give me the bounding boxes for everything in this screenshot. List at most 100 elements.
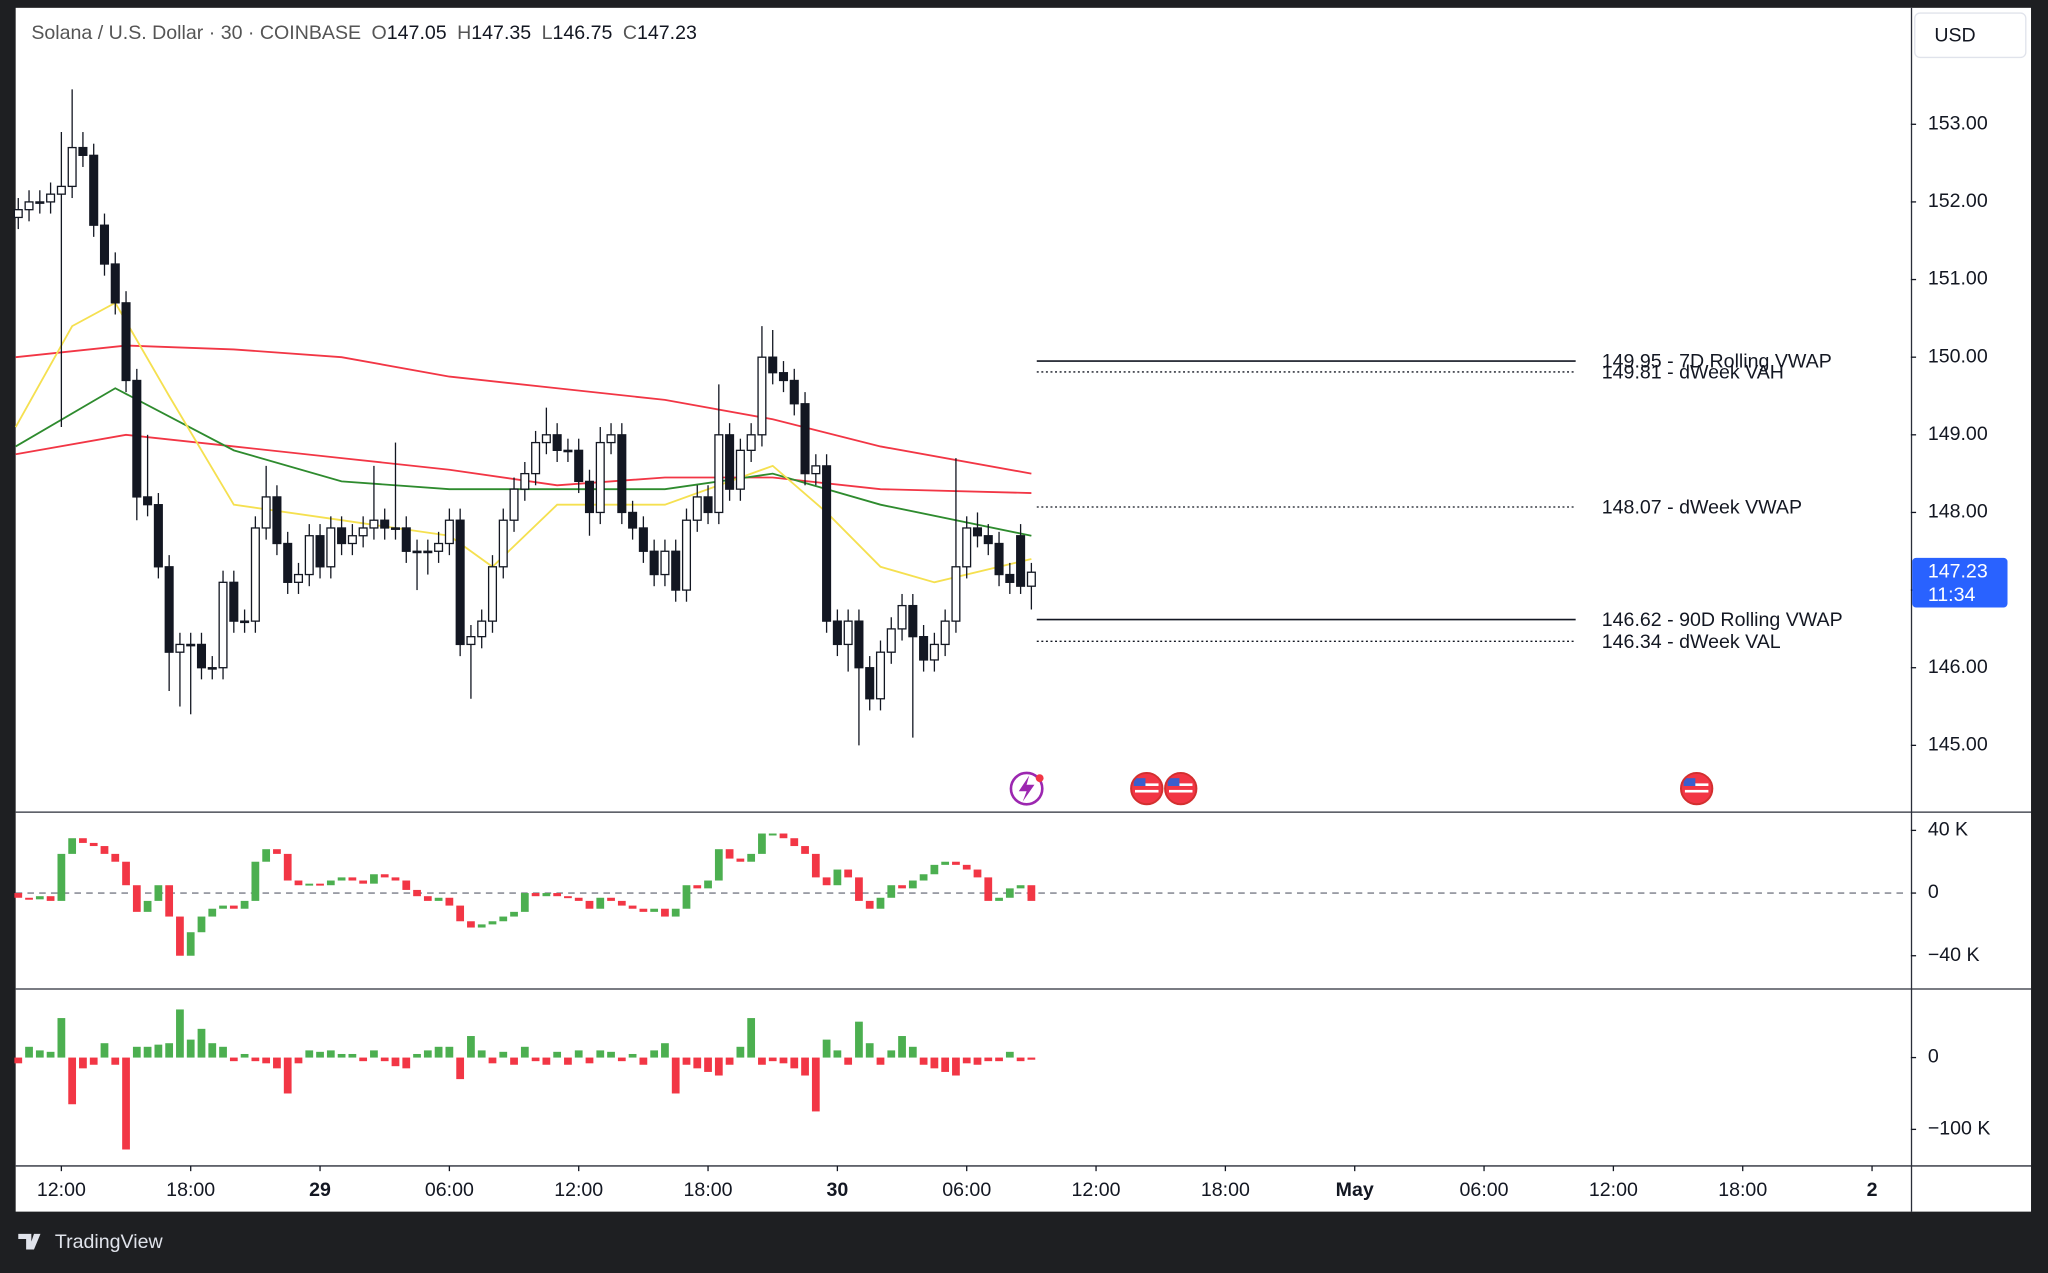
delta-bar bbox=[132, 885, 141, 912]
histogram-bar bbox=[725, 1057, 734, 1065]
delta-bar bbox=[833, 869, 842, 886]
candle-body bbox=[681, 519, 692, 591]
histogram-bar bbox=[132, 1046, 141, 1058]
candle-body bbox=[919, 636, 929, 661]
candle-body bbox=[714, 434, 724, 514]
histogram-bar bbox=[46, 1051, 55, 1058]
currency-button[interactable] bbox=[1914, 12, 2027, 59]
y-tick-label: 0 bbox=[1928, 1046, 1939, 1068]
delta-bar bbox=[100, 846, 109, 854]
histogram-bar bbox=[14, 1057, 23, 1064]
event-dot bbox=[1035, 774, 1044, 783]
histogram-bar bbox=[520, 1046, 529, 1058]
delta-bar bbox=[768, 833, 777, 836]
histogram-bar bbox=[736, 1046, 745, 1058]
histogram-bar bbox=[294, 1057, 303, 1064]
level-label: 149.81 - dWeek VAH bbox=[1602, 361, 1784, 383]
delta-bar bbox=[176, 916, 184, 956]
histogram-bar bbox=[768, 1057, 777, 1062]
candle-body bbox=[487, 566, 498, 622]
delta-bar bbox=[316, 883, 324, 886]
candle-body bbox=[412, 550, 422, 554]
delta-bar bbox=[46, 896, 55, 901]
histogram-bar bbox=[402, 1057, 411, 1069]
ohlc-key: L bbox=[542, 22, 553, 44]
histogram-bar bbox=[844, 1057, 853, 1065]
candle-body bbox=[811, 465, 821, 475]
candle-body bbox=[326, 527, 336, 568]
candle-body bbox=[886, 628, 896, 653]
delta-bar bbox=[747, 853, 756, 862]
delta-bar bbox=[35, 896, 44, 900]
delta-bar bbox=[488, 921, 497, 925]
histogram-bar bbox=[273, 1057, 281, 1069]
candle-body bbox=[46, 193, 56, 203]
brand: TradingView bbox=[18, 1231, 163, 1253]
delta-bar bbox=[456, 905, 465, 922]
histogram-bar bbox=[908, 1046, 917, 1058]
histogram-bar bbox=[704, 1057, 712, 1072]
histogram-bar bbox=[445, 1046, 454, 1058]
candle-body bbox=[347, 535, 357, 545]
histogram-bar bbox=[348, 1053, 357, 1058]
ohlc-value: 147.23 bbox=[637, 22, 697, 44]
candle-body bbox=[671, 550, 681, 591]
candle-body bbox=[552, 434, 562, 451]
candle-body bbox=[89, 154, 99, 226]
chart-area bbox=[15, 7, 2032, 1212]
candle-body bbox=[951, 566, 961, 622]
delta-bar bbox=[305, 883, 314, 886]
histogram-bar bbox=[585, 1057, 594, 1064]
candle-body bbox=[509, 488, 519, 521]
candle-body bbox=[358, 527, 368, 537]
flag-icon[interactable] bbox=[1130, 771, 1164, 806]
delta-bar bbox=[477, 924, 486, 928]
candle-body bbox=[261, 496, 271, 529]
candle-body bbox=[531, 441, 541, 475]
delta-bar bbox=[952, 861, 960, 865]
flag-icon[interactable] bbox=[1164, 771, 1198, 806]
ohlc-value: 146.75 bbox=[553, 22, 613, 44]
histogram-bar bbox=[143, 1046, 152, 1058]
delta-bar bbox=[337, 877, 346, 881]
histogram-bar bbox=[714, 1057, 723, 1076]
delta-bar bbox=[607, 897, 615, 901]
delta-bar bbox=[822, 877, 831, 886]
delta-bar bbox=[930, 864, 939, 875]
histogram-bar bbox=[876, 1057, 885, 1065]
candle-body bbox=[908, 604, 918, 638]
histogram-bar bbox=[531, 1057, 540, 1062]
delta-bar bbox=[865, 900, 874, 909]
candle-body bbox=[434, 542, 444, 552]
candle-body bbox=[800, 403, 810, 475]
delta-bar bbox=[326, 880, 335, 886]
candle-body bbox=[617, 434, 627, 514]
symbol: Solana / U.S. Dollar · 30 · COINBASE bbox=[31, 22, 361, 44]
candle-body bbox=[865, 667, 875, 700]
candle-body bbox=[778, 372, 789, 382]
histogram-bar bbox=[35, 1050, 44, 1058]
histogram-bar bbox=[822, 1039, 831, 1058]
candle-body bbox=[875, 651, 886, 700]
histogram-bar bbox=[574, 1050, 583, 1058]
histogram-bar bbox=[984, 1057, 993, 1062]
histogram-bar bbox=[122, 1057, 130, 1150]
brand-name: TradingView bbox=[55, 1231, 164, 1253]
candle-body bbox=[240, 620, 250, 624]
delta-bar bbox=[779, 833, 788, 839]
x-tick-label: 12:00 bbox=[37, 1179, 86, 1201]
candle-body bbox=[854, 620, 864, 669]
candle-body bbox=[272, 496, 282, 545]
flag-icon[interactable] bbox=[1679, 771, 1714, 806]
histogram-bar bbox=[941, 1057, 950, 1072]
x-tick-label: 12:00 bbox=[1589, 1179, 1638, 1201]
x-tick-label: 12:00 bbox=[554, 1179, 603, 1201]
y-tick-label: 151.00 bbox=[1928, 268, 1988, 290]
delta-bar bbox=[596, 897, 605, 909]
histogram-bar bbox=[811, 1057, 820, 1112]
delta-bar bbox=[229, 905, 238, 909]
candle-body bbox=[250, 527, 260, 622]
delta-bar bbox=[197, 916, 206, 933]
x-tick-label: 06:00 bbox=[942, 1179, 991, 1201]
